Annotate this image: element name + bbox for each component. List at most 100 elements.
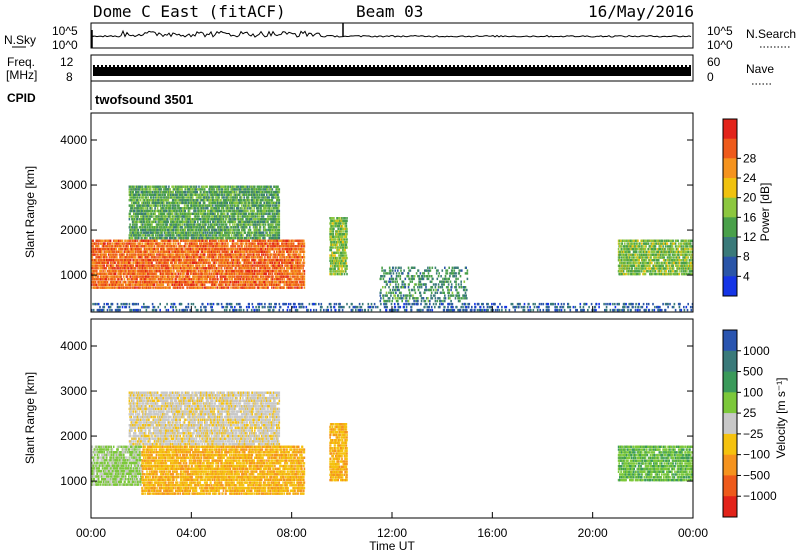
- echo-cell: [136, 278, 138, 281]
- echo-cell: [180, 269, 183, 273]
- echo-cell: [279, 256, 282, 259]
- echo-cell: [173, 283, 176, 286]
- echo-cell: [239, 283, 241, 286]
- echo-cell: [216, 269, 218, 273]
- echo-cell: [198, 256, 201, 259]
- echo-cell: [121, 269, 123, 273]
- nave-point: [157, 65, 159, 67]
- echo-cell: [161, 286, 163, 289]
- echo-cell: [246, 283, 249, 286]
- echo-cell: [291, 250, 293, 253]
- echo-cell: [227, 267, 229, 270]
- echo-cell: [235, 253, 238, 256]
- echo-cell: [146, 239, 148, 242]
- echo-cell: [154, 269, 156, 273]
- nsky-panel: [90, 22, 694, 49]
- echo-cell: [181, 267, 183, 270]
- echo-cell: [122, 253, 124, 256]
- echo-cell: [143, 278, 146, 281]
- echo-cell: [133, 204, 136, 207]
- echo-cell: [287, 269, 289, 273]
- echo-cell: [98, 278, 101, 281]
- echo-cell: [229, 253, 232, 256]
- echo-cell: [162, 261, 165, 264]
- echo-cell: [189, 261, 192, 264]
- echo-cell: [229, 272, 231, 275]
- echo-cell: [94, 267, 96, 270]
- echo-cell: [126, 245, 128, 248]
- echo-cell: [155, 220, 157, 224]
- echo-cell: [231, 258, 234, 262]
- echo-cell: [101, 275, 104, 278]
- echo-cell: [233, 242, 235, 245]
- echo-cell: [131, 207, 134, 210]
- echo-cell: [192, 275, 194, 278]
- echo-cell: [234, 256, 237, 259]
- echo-cell: [99, 239, 101, 242]
- echo-cell: [289, 275, 292, 278]
- echo-cell: [244, 261, 247, 264]
- echo-cell: [121, 250, 123, 253]
- echo-cell: [281, 269, 283, 273]
- echo-cell: [136, 239, 139, 242]
- echo-cell: [188, 261, 190, 264]
- echo-cell: [161, 193, 164, 196]
- echo-cell: [229, 280, 232, 284]
- echo-cell: [112, 256, 114, 259]
- echo-cell: [182, 250, 185, 253]
- echo-cell: [140, 247, 143, 251]
- cpid-value: twofsound 3501: [95, 92, 193, 107]
- echo-cell: [148, 256, 150, 259]
- echo-cell: [182, 253, 185, 256]
- echo-cell: [133, 199, 136, 202]
- echo-cell: [106, 239, 109, 242]
- echo-cell: [195, 250, 198, 253]
- echo-cell: [243, 283, 245, 286]
- echo-cell: [119, 280, 122, 284]
- echo-cell: [131, 283, 134, 286]
- echo-cell: [299, 253, 302, 256]
- echo-cell: [201, 283, 203, 286]
- echo-cell: [92, 275, 95, 278]
- echo-cell: [170, 264, 173, 267]
- echo-cell: [161, 242, 164, 245]
- echo-cell: [142, 264, 144, 267]
- echo-cell: [123, 245, 125, 248]
- echo-cell: [118, 278, 120, 281]
- echo-cell: [115, 247, 118, 251]
- echo-cell: [213, 245, 216, 248]
- echo-cell: [225, 261, 227, 264]
- echo-cell: [180, 253, 183, 256]
- echo-cell: [121, 245, 123, 248]
- echo-cell: [94, 253, 97, 256]
- echo-cell: [104, 269, 106, 273]
- echo-cell: [100, 239, 102, 242]
- echo-cell: [91, 283, 93, 286]
- echo-cell: [176, 275, 178, 278]
- nave-point: [177, 65, 179, 67]
- echo-cell: [246, 258, 249, 262]
- echo-cell: [274, 256, 277, 259]
- echo-cell: [143, 220, 146, 224]
- echo-cell: [107, 250, 109, 253]
- echo-cell: [154, 264, 156, 267]
- echo-cell: [239, 286, 242, 289]
- echo-cell: [102, 258, 104, 262]
- nave-point: [405, 65, 407, 67]
- echo-cell: [123, 253, 126, 256]
- echo-cell: [118, 258, 121, 262]
- echo-cell: [158, 264, 161, 267]
- echo-cell: [236, 278, 239, 281]
- nave-point: [389, 65, 391, 67]
- echo-cell: [215, 267, 218, 270]
- echo-cell: [161, 267, 164, 270]
- echo-cell: [154, 272, 156, 275]
- echo-cell: [162, 223, 165, 226]
- echo-cell: [174, 247, 176, 251]
- echo-cell: [234, 280, 236, 284]
- echo-cell: [100, 242, 102, 245]
- echo-cell: [155, 272, 158, 275]
- echo-cell: [218, 269, 220, 273]
- echo-cell: [123, 264, 125, 267]
- echo-cell: [230, 286, 232, 289]
